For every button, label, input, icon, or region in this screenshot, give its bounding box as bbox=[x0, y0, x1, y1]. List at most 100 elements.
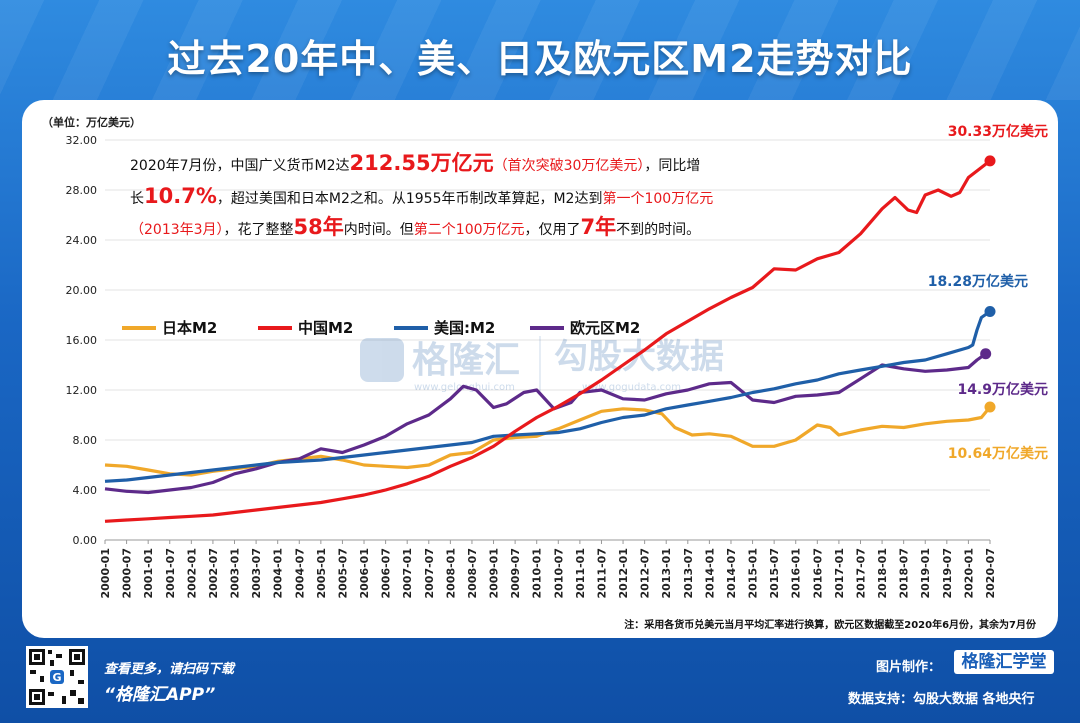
legend-label-euro: 欧元区M2 bbox=[570, 319, 640, 337]
x-tick-label: 2001-01 bbox=[142, 548, 155, 599]
brand-badge: 格隆汇学堂 bbox=[954, 650, 1054, 674]
x-tick-label: 2020-07 bbox=[984, 548, 997, 599]
end-label-japan: 10.64万亿美元 bbox=[948, 445, 1048, 462]
x-tick-label: 2015-07 bbox=[768, 548, 781, 599]
x-tick-label: 2007-01 bbox=[401, 548, 414, 599]
x-tick-label: 2002-07 bbox=[207, 548, 220, 599]
end-point-china bbox=[984, 155, 996, 167]
x-tick-label: 2006-07 bbox=[380, 548, 393, 599]
x-tick-label: 2001-07 bbox=[164, 548, 177, 599]
y-tick-label: 16.00 bbox=[66, 334, 98, 347]
watermark-gelonghui: 格隆汇 www.gelonghui.com bbox=[360, 338, 520, 393]
legend: 日本M2 中国M2 美国:M2 欧元区M2 bbox=[122, 319, 640, 337]
x-tick-label: 2014-07 bbox=[725, 548, 738, 599]
legend-label-usa: 美国:M2 bbox=[434, 319, 495, 337]
x-tick-label: 2004-01 bbox=[272, 548, 285, 599]
x-tick-label: 2016-07 bbox=[811, 548, 824, 599]
x-tick-label: 2003-01 bbox=[229, 548, 242, 599]
annotation-line-1: 2020年7月份，中国广义货币M2达212.55万亿元（首次突破30万亿美元），… bbox=[130, 151, 700, 175]
annotation-text: 不到的时间。 bbox=[616, 222, 700, 238]
legend-label-china: 中国M2 bbox=[298, 319, 353, 337]
annotation-text: ，超过美国和日本M2之和。从1955年币制改革算起，M2达到 bbox=[217, 191, 603, 207]
x-tick-label: 2018-07 bbox=[898, 548, 911, 599]
y-tick-label: 24.00 bbox=[66, 234, 98, 247]
footnote: 注：采用各货币兑美元当月平均汇率进行换算，欧元区数据截至2020年6月份，其余为… bbox=[624, 618, 1037, 631]
x-tick-label: 2015-01 bbox=[747, 548, 760, 599]
x-tick-label: 2009-07 bbox=[509, 548, 522, 599]
y-tick-label: 12.00 bbox=[66, 384, 98, 397]
y-tick-label: 8.00 bbox=[73, 434, 98, 447]
x-tick-label: 2016-01 bbox=[790, 548, 803, 599]
qr-code[interactable]: G bbox=[26, 646, 88, 708]
x-tick-label: 2006-01 bbox=[358, 548, 371, 599]
y-tick-label: 28.00 bbox=[66, 184, 98, 197]
annotation-red: （2013年3月） bbox=[130, 222, 224, 238]
annotation-text: ，花了整整 bbox=[224, 222, 294, 238]
x-tick-label: 2004-07 bbox=[293, 548, 306, 599]
y-tick-label: 4.00 bbox=[73, 484, 98, 497]
annotation-highlight: 7年 bbox=[581, 215, 617, 239]
x-tick-label: 2008-07 bbox=[466, 548, 479, 599]
x-axis: 2000-01 2000-07 2001-01 2001-07 2002-01 2002-… bbox=[99, 540, 997, 599]
annotation-text: ，仅用了 bbox=[525, 222, 581, 238]
x-tick-label: 2008-01 bbox=[444, 548, 457, 599]
scan-text: 查看更多，请扫码下载 bbox=[104, 662, 235, 677]
annotation-text: 内时间。但 bbox=[344, 222, 414, 238]
app-text: “格隆汇APP” bbox=[104, 685, 216, 705]
background-stripes bbox=[0, 0, 1080, 100]
series-line-usa bbox=[104, 310, 991, 483]
annotation-text: 2020年7月份，中国广义货币M2达 bbox=[130, 157, 350, 174]
x-tick-label: 2017-01 bbox=[833, 548, 846, 599]
gelonghui-logo-icon bbox=[360, 338, 404, 382]
qr-code-icon: G bbox=[29, 649, 85, 705]
chart: （单位：万亿美元） 0.00 4.00 8.00 12.00 16.00 20.00 24.… bbox=[42, 115, 1048, 631]
end-point-japan bbox=[984, 401, 996, 413]
annotation-highlight: 10.7% bbox=[144, 184, 217, 208]
y-tick-label: 0.00 bbox=[73, 534, 98, 547]
svg-text:G: G bbox=[52, 671, 61, 684]
page-title: 过去20年中、美、日及欧元区M2走势对比 bbox=[167, 37, 913, 81]
x-tick-label: 2012-07 bbox=[639, 548, 652, 599]
series-lines bbox=[104, 155, 996, 523]
x-tick-label: 2011-01 bbox=[574, 548, 587, 599]
x-tick-label: 2014-01 bbox=[703, 548, 716, 599]
series-line-china bbox=[104, 159, 991, 523]
end-point-usa bbox=[984, 306, 996, 317]
x-tick-label: 2012-01 bbox=[617, 548, 630, 599]
x-tick-label: 2013-07 bbox=[682, 548, 695, 599]
watermark-url-b: www.gogudata.com bbox=[582, 382, 681, 393]
series-line-japan bbox=[104, 405, 992, 477]
x-tick-label: 2010-07 bbox=[552, 548, 565, 599]
x-tick-label: 2007-07 bbox=[423, 548, 436, 599]
annotation-red: 第二个100万亿元 bbox=[414, 221, 525, 238]
annotation-text: ，同比增 bbox=[644, 158, 700, 174]
annotation-line-3: （2013年3月），花了整整58年内时间。但第二个100万亿元，仅用了7年不到的… bbox=[130, 215, 700, 239]
unit-label: （单位：万亿美元） bbox=[42, 115, 141, 129]
made-by-label: 图片制作： bbox=[876, 660, 942, 675]
x-tick-label: 2019-07 bbox=[941, 548, 954, 599]
x-tick-label: 2010-01 bbox=[531, 548, 544, 599]
x-tick-label: 2000-01 bbox=[99, 548, 112, 599]
x-tick-label: 2019-01 bbox=[919, 548, 932, 599]
x-tick-label: 2017-07 bbox=[854, 548, 867, 599]
legend-label-japan: 日本M2 bbox=[162, 319, 217, 337]
x-tick-label: 2018-01 bbox=[876, 548, 889, 599]
x-tick-label: 2020-01 bbox=[962, 548, 975, 599]
annotation-text: 长 bbox=[130, 191, 144, 207]
series-line-euro bbox=[104, 352, 987, 495]
x-tick-label: 2000-07 bbox=[121, 548, 134, 599]
watermark-gogudata: 勾股大数据 www.gogudata.com bbox=[539, 336, 724, 393]
y-tick-label: 20.00 bbox=[66, 284, 98, 297]
x-tick-label: 2009-01 bbox=[488, 548, 501, 599]
y-tick-label: 32.00 bbox=[66, 134, 98, 147]
x-tick-label: 2003-07 bbox=[250, 548, 263, 599]
annotation-red: （首次突破30万亿美元） bbox=[494, 158, 645, 174]
annotation-highlight: 212.55万亿元 bbox=[350, 151, 494, 175]
annotation-highlight: 58年 bbox=[294, 215, 344, 239]
x-tick-label: 2002-01 bbox=[185, 548, 198, 599]
end-label-usa: 18.28万亿美元 bbox=[928, 273, 1028, 290]
data-support: 数据支持：勾股大数据 各地央行 bbox=[848, 692, 1035, 707]
end-label-china: 30.33万亿美元 bbox=[948, 123, 1048, 140]
end-point-euro bbox=[980, 348, 992, 360]
watermark-text-a: 格隆汇 bbox=[412, 340, 520, 381]
